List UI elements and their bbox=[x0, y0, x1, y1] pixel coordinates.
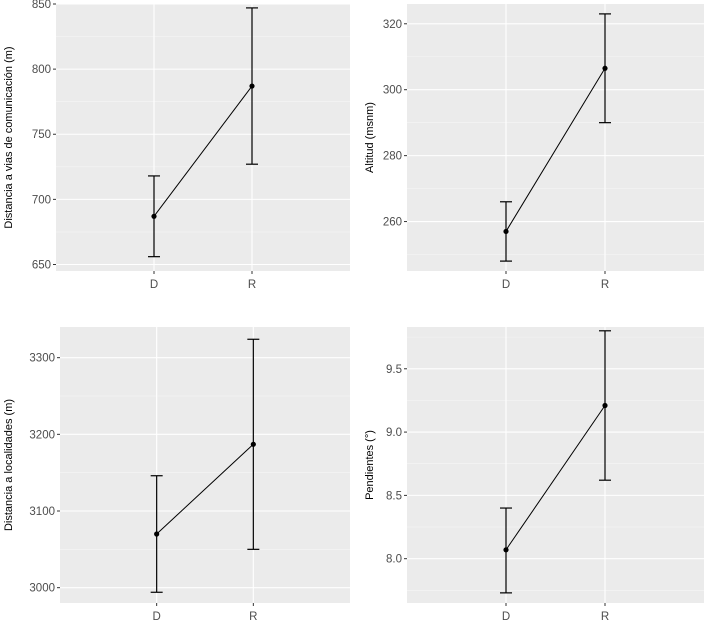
x-tick-label: R bbox=[601, 611, 609, 623]
x-tick-label: R bbox=[249, 611, 257, 623]
x-tick-label: R bbox=[248, 279, 256, 291]
y-axis-title: Pendientes (°) bbox=[364, 430, 376, 500]
panel-background bbox=[60, 327, 350, 603]
y-tick-label: 650 bbox=[32, 259, 51, 271]
panel-3: 3000 3100 3200 3300 D R Distancia a localidade… bbox=[3, 327, 350, 623]
y-tick-label: 3100 bbox=[29, 506, 55, 518]
y-axis-title: Altitud (msnm) bbox=[364, 102, 376, 173]
y-axis-title: Distancia a localidades (m) bbox=[3, 399, 15, 531]
data-point bbox=[503, 228, 509, 235]
panel-background bbox=[407, 4, 704, 271]
data-point bbox=[249, 83, 255, 89]
y-tick-label: 850 bbox=[32, 0, 51, 11]
y-tick-label: 260 bbox=[383, 217, 402, 229]
y-tick-label: 9.5 bbox=[386, 364, 402, 376]
panel-1: 650 700 750 800 850 D R Distancia a vias de com… bbox=[3, 0, 350, 291]
data-point bbox=[154, 531, 160, 537]
x-tick-label: D bbox=[502, 611, 510, 623]
data-point bbox=[602, 65, 608, 71]
data-point bbox=[602, 402, 608, 409]
series-line bbox=[505, 68, 606, 232]
y-tick-label: 800 bbox=[32, 64, 51, 76]
y-tick-label: 700 bbox=[32, 194, 51, 206]
series-line bbox=[505, 405, 606, 551]
y-tick-label: 750 bbox=[32, 129, 51, 141]
panel-4: 8.0 8.5 9.0 9.5 D R Pendientes (°) bbox=[364, 327, 704, 623]
series-line bbox=[153, 85, 253, 217]
data-point bbox=[250, 441, 256, 447]
y-tick-label: 280 bbox=[383, 151, 402, 163]
series-line bbox=[156, 443, 254, 535]
panel-2: 260 280 300 320 D R Altitud (msnm) bbox=[364, 4, 704, 291]
x-tick-label: D bbox=[502, 279, 510, 291]
y-tick-label: 3200 bbox=[29, 429, 55, 441]
data-point bbox=[151, 213, 157, 219]
y-tick-label: 8.0 bbox=[386, 554, 402, 566]
y-tick-label: 9.0 bbox=[386, 427, 402, 439]
panel-background bbox=[56, 4, 350, 271]
y-tick-label: 320 bbox=[383, 19, 402, 31]
y-tick-label: 3300 bbox=[29, 353, 55, 365]
x-tick-label: R bbox=[601, 279, 609, 291]
x-tick-label: D bbox=[150, 279, 158, 291]
x-tick-label: D bbox=[153, 611, 161, 623]
y-tick-label: 3000 bbox=[29, 583, 55, 595]
y-axis-title: Distancia a vias de comunicación (m) bbox=[3, 46, 15, 228]
y-tick-label: 300 bbox=[383, 85, 402, 97]
y-tick-label: 8.5 bbox=[386, 490, 402, 502]
data-point bbox=[503, 547, 509, 553]
panel-background bbox=[407, 327, 704, 603]
